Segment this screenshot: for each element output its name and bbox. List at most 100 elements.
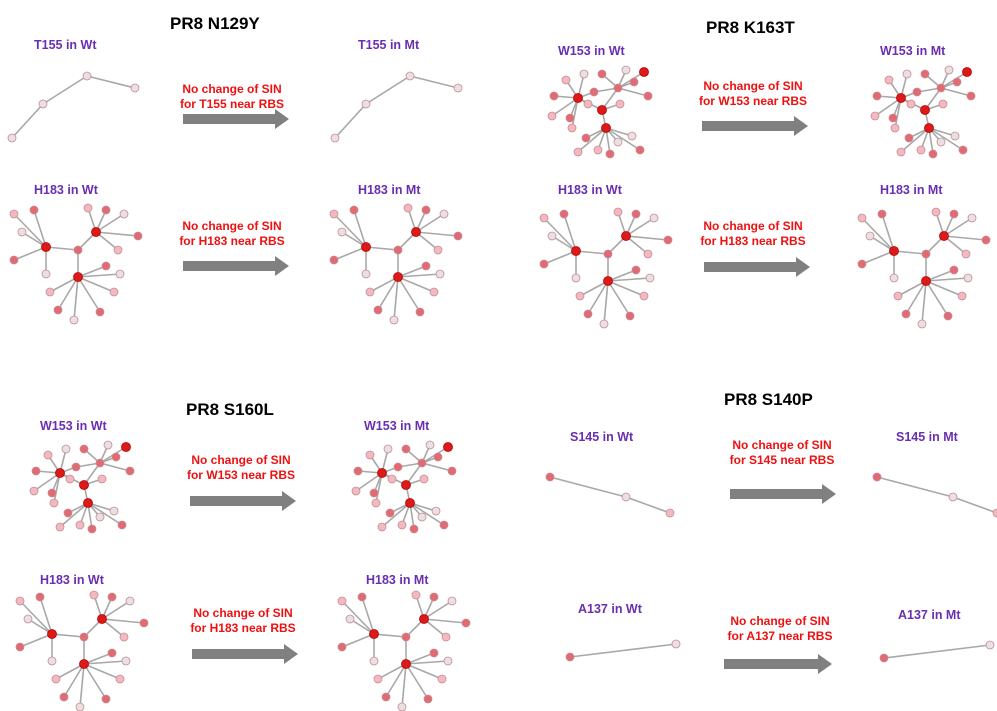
network-node bbox=[365, 450, 375, 460]
network-node bbox=[589, 87, 599, 97]
network-edge bbox=[577, 127, 607, 153]
network-node bbox=[901, 309, 911, 319]
network-edge bbox=[101, 618, 145, 624]
network-edge bbox=[95, 213, 125, 233]
network-node bbox=[393, 245, 403, 255]
network-node bbox=[393, 272, 403, 282]
network-node bbox=[872, 472, 882, 482]
network-node bbox=[603, 276, 613, 286]
network-node bbox=[103, 440, 113, 450]
mt-label: H183 in Mt bbox=[358, 183, 421, 197]
network-node bbox=[69, 315, 79, 325]
sin-note-line2: for W153 near RBS bbox=[698, 94, 808, 108]
wt-label: H183 in Wt bbox=[34, 183, 98, 197]
network-edge bbox=[49, 276, 79, 293]
network-node bbox=[443, 656, 453, 666]
sin-note: No change of SIN for S145 near RBS bbox=[718, 438, 846, 468]
network-node bbox=[643, 91, 653, 101]
network-node bbox=[631, 265, 641, 275]
network-node bbox=[121, 656, 131, 666]
network-node bbox=[912, 87, 922, 97]
network-edge bbox=[51, 633, 85, 638]
network-edge bbox=[87, 502, 123, 526]
sin-note-line2: for T155 near RBS bbox=[179, 97, 285, 111]
network-node bbox=[75, 702, 85, 711]
network-edge bbox=[921, 280, 927, 325]
network-edge bbox=[397, 276, 435, 293]
network-node bbox=[575, 291, 585, 301]
network-node bbox=[936, 83, 946, 93]
network-node bbox=[539, 213, 549, 223]
network-node bbox=[421, 261, 431, 271]
network-node bbox=[639, 291, 649, 301]
network-node bbox=[345, 614, 355, 624]
network-node bbox=[921, 249, 931, 259]
network-edge bbox=[42, 75, 88, 105]
network-edge bbox=[405, 663, 443, 680]
network-edge bbox=[617, 87, 649, 97]
network-graph-mt bbox=[329, 203, 463, 325]
network-node bbox=[893, 291, 903, 301]
network-node bbox=[889, 246, 899, 256]
network-node bbox=[902, 69, 912, 79]
network-node bbox=[409, 524, 419, 534]
network-graph-mt bbox=[337, 590, 471, 711]
network-node bbox=[597, 69, 607, 79]
network-node bbox=[369, 656, 379, 666]
arrow-shape bbox=[190, 491, 296, 511]
network-edge bbox=[13, 246, 47, 261]
network-node bbox=[879, 653, 889, 663]
network-edge bbox=[571, 97, 579, 129]
network-node bbox=[545, 472, 555, 482]
network-node bbox=[583, 309, 593, 319]
network-node bbox=[571, 246, 581, 256]
network-edge bbox=[943, 235, 987, 241]
network-node bbox=[15, 642, 25, 652]
network-node bbox=[337, 596, 347, 606]
network-edge bbox=[393, 276, 399, 321]
mt-label: A137 in Mt bbox=[898, 608, 961, 622]
network-node bbox=[962, 67, 972, 77]
network-graph-mt bbox=[879, 640, 995, 663]
sin-note-line2: for H183 near RBS bbox=[700, 234, 806, 248]
sin-note-line1: No change of SIN bbox=[191, 453, 291, 467]
network-node bbox=[79, 632, 89, 642]
network-node bbox=[605, 149, 615, 159]
network-edge bbox=[397, 265, 427, 278]
network-node bbox=[635, 145, 645, 155]
network-node bbox=[441, 632, 451, 642]
network-node bbox=[621, 231, 631, 241]
network-node bbox=[631, 209, 641, 219]
network-node bbox=[884, 75, 894, 85]
network-node bbox=[621, 492, 631, 502]
network-node bbox=[349, 205, 359, 215]
network-node bbox=[411, 227, 421, 237]
network-node bbox=[921, 276, 931, 286]
network-node bbox=[9, 209, 19, 219]
right-arrow-icon bbox=[730, 484, 836, 504]
network-node bbox=[938, 99, 948, 109]
network-node bbox=[439, 520, 449, 530]
network-edge bbox=[59, 502, 89, 528]
network-edge bbox=[361, 596, 375, 635]
network-edge bbox=[353, 209, 367, 248]
network-node bbox=[95, 307, 105, 317]
network-node bbox=[97, 614, 107, 624]
network-node bbox=[121, 442, 131, 452]
sin-note-line1: No change of SIN bbox=[193, 606, 293, 620]
network-node bbox=[547, 111, 557, 121]
network-node bbox=[443, 442, 453, 452]
sin-note-line1: No change of SIN bbox=[703, 219, 803, 233]
network-node bbox=[917, 319, 927, 329]
network-node bbox=[573, 93, 583, 103]
network-node bbox=[41, 242, 51, 252]
network-node bbox=[931, 207, 941, 217]
sin-note-line2: for W153 near RBS bbox=[186, 468, 296, 482]
network-graph-wt bbox=[15, 590, 149, 711]
right-arrow-icon bbox=[183, 256, 289, 276]
network-node bbox=[419, 474, 429, 484]
network-node bbox=[889, 273, 899, 283]
panel-pr8-s140p: PR8 S140P S145 in Wt No change of SIN fo… bbox=[498, 355, 997, 710]
network-edge bbox=[369, 276, 399, 293]
panel-pr8-n129y: PR8 N129Y T155 in Wt No change of SIN fo… bbox=[0, 0, 498, 355]
